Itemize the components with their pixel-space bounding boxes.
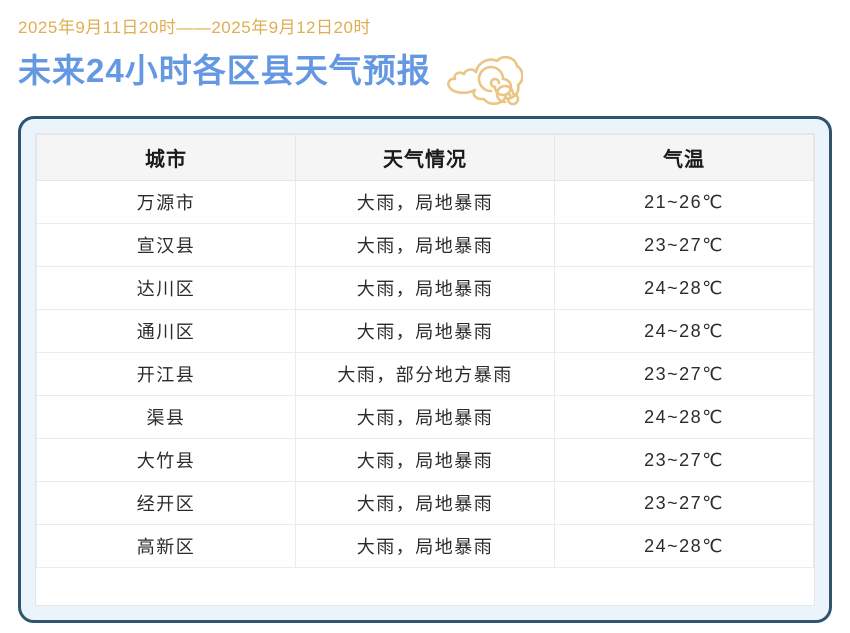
cell-city: 高新区: [36, 524, 296, 568]
cell-temperature: 23~27℃: [554, 481, 814, 525]
cell-weather: 大雨，部分地方暴雨: [295, 352, 555, 396]
cell-weather: 大雨，局地暴雨: [295, 395, 555, 439]
header-row: 城市 天气情况 气温: [36, 134, 814, 181]
cell-weather: 大雨，局地暴雨: [295, 438, 555, 482]
auspicious-cloud-icon: [445, 50, 524, 108]
cell-city: 达川区: [36, 266, 296, 310]
cell-weather: 大雨，局地暴雨: [295, 266, 555, 310]
table-row: 渠县 大雨，局地暴雨 24~28℃: [36, 395, 814, 439]
forecast-date-range: 2025年9月11日20时——2025年9月12日20时: [18, 18, 371, 37]
table-row: 宣汉县 大雨，局地暴雨 23~27℃: [36, 223, 814, 267]
table-row: 经开区 大雨，局地暴雨 23~27℃: [36, 481, 814, 525]
cell-temperature: 24~28℃: [554, 266, 814, 310]
title-row: 未来24小时各区县天气预报: [18, 48, 832, 106]
column-header-temperature: 气温: [554, 134, 814, 181]
table-row: 开江县 大雨，部分地方暴雨 23~27℃: [36, 352, 814, 396]
cell-temperature: 23~27℃: [554, 223, 814, 267]
cell-city: 大竹县: [36, 438, 296, 482]
table-row: 高新区 大雨，局地暴雨 24~28℃: [36, 524, 814, 568]
cell-city: 经开区: [36, 481, 296, 525]
table-row: 万源市 大雨，局地暴雨 21~26℃: [36, 180, 814, 224]
page-title: 未来24小时各区县天气预报: [18, 52, 431, 89]
cell-weather: 大雨，局地暴雨: [295, 309, 555, 353]
cell-temperature: 23~27℃: [554, 438, 814, 482]
cell-city: 渠县: [36, 395, 296, 439]
cell-weather: 大雨，局地暴雨: [295, 481, 555, 525]
column-header-city: 城市: [36, 134, 296, 181]
column-header-weather: 天气情况: [295, 134, 555, 181]
forecast-panel: 城市 天气情况 气温 万源市 大雨，局地暴雨 21~26℃ 宣汉县 大雨，局地暴雨 23~…: [18, 116, 832, 623]
forecast-table-card: 城市 天气情况 气温 万源市 大雨，局地暴雨 21~26℃ 宣汉县 大雨，局地暴雨 23~…: [35, 133, 815, 606]
cell-temperature: 24~28℃: [554, 524, 814, 568]
cell-temperature: 21~26℃: [554, 180, 814, 224]
cell-temperature: 24~28℃: [554, 395, 814, 439]
cell-temperature: 24~28℃: [554, 309, 814, 353]
table-row: 达川区 大雨，局地暴雨 24~28℃: [36, 266, 814, 310]
cell-weather: 大雨，局地暴雨: [295, 180, 555, 224]
cell-city: 通川区: [36, 309, 296, 353]
table-row: 通川区 大雨，局地暴雨 24~28℃: [36, 309, 814, 353]
cell-city: 万源市: [36, 180, 296, 224]
forecast-table: 城市 天气情况 气温 万源市 大雨，局地暴雨 21~26℃ 宣汉县 大雨，局地暴雨 23~…: [36, 134, 814, 568]
forecast-table-body: 万源市 大雨，局地暴雨 21~26℃ 宣汉县 大雨，局地暴雨 23~27℃ 达川区 大雨，局地…: [36, 180, 814, 568]
forecast-table-header: 城市 天气情况 气温: [36, 134, 814, 181]
cell-weather: 大雨，局地暴雨: [295, 223, 555, 267]
cell-weather: 大雨，局地暴雨: [295, 524, 555, 568]
table-row: 大竹县 大雨，局地暴雨 23~27℃: [36, 438, 814, 482]
cell-city: 宣汉县: [36, 223, 296, 267]
cell-city: 开江县: [36, 352, 296, 396]
cell-temperature: 23~27℃: [554, 352, 814, 396]
